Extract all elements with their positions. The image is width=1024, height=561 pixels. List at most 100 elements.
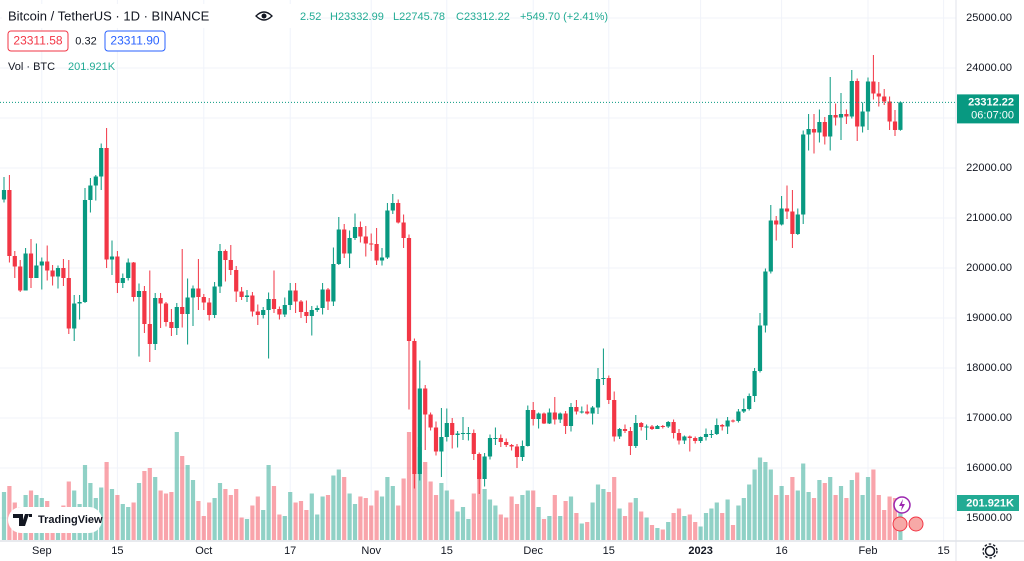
volume-bar [817, 480, 822, 540]
volume-bar [563, 501, 568, 540]
volume-bar [185, 465, 190, 540]
volume-bar [801, 463, 806, 540]
candle-body [514, 446, 520, 457]
candle-body [50, 270, 55, 277]
candle-body [682, 436, 687, 441]
volume-bar [212, 498, 217, 540]
candle-body [585, 411, 590, 414]
axes: 15000.00 16000.00 17000.00 18000.00 19000.00… [32, 12, 1019, 557]
candle-body [304, 312, 309, 316]
candle-body [763, 271, 768, 326]
volume-bar [298, 501, 304, 540]
ask-box[interactable] [104, 30, 166, 52]
volume-tag [957, 495, 1019, 511]
volume-bar [369, 505, 374, 540]
y-tick-label: 20000.00 [966, 262, 1012, 274]
candle-body [606, 378, 611, 400]
candle-body [271, 299, 277, 309]
volume-bar [315, 514, 320, 540]
candle-body [109, 256, 115, 260]
volume-bar [822, 483, 827, 540]
candle-body [34, 265, 39, 278]
candle-body [28, 253, 34, 278]
candle-body [531, 410, 536, 419]
candle-body [369, 243, 374, 245]
volume-bar [347, 493, 352, 540]
symbol-title[interactable]: Bitcoin / TetherUS · 1D · BINANCE [8, 8, 210, 23]
candle-body [196, 288, 201, 297]
candle-body [801, 134, 806, 215]
volume-bar [358, 496, 363, 540]
volume-tag-label: 201.921K [966, 497, 1014, 509]
volume-bar [709, 508, 714, 540]
candle-body [741, 409, 746, 412]
volume-bar [288, 492, 293, 540]
volume-bar [547, 516, 552, 540]
volume-bar [136, 483, 142, 540]
volume-bar [525, 490, 530, 540]
candle-body [288, 290, 293, 305]
x-tick-label: 17 [284, 545, 296, 557]
candle-body [784, 208, 790, 212]
volume-bar [180, 456, 185, 540]
candle-body [282, 305, 287, 315]
y-tick-label: 19000.00 [966, 312, 1012, 324]
volume-bar [385, 477, 390, 540]
volume-bar [876, 495, 881, 540]
candle-body [779, 208, 784, 225]
volume-bar [579, 523, 584, 540]
candle-body [93, 176, 98, 186]
candle-body [163, 303, 169, 322]
volume-bar [99, 487, 104, 540]
eye-icon[interactable] [255, 11, 273, 21]
volume-bar [82, 465, 88, 540]
event-icons[interactable] [892, 496, 924, 532]
candle-body [757, 325, 763, 371]
candle-body [671, 422, 676, 433]
y-tick-label: 15000.00 [966, 512, 1012, 524]
candle-body [844, 114, 849, 117]
volume-bar [336, 469, 341, 540]
title-box [2, 4, 300, 28]
volume-bar [568, 496, 574, 540]
candle-body [460, 433, 466, 434]
candle-body [131, 262, 136, 297]
settings-icon[interactable] [982, 543, 998, 559]
candle-body [811, 129, 817, 133]
candle-body [374, 244, 379, 261]
volume-bar [541, 519, 547, 540]
candle-body [471, 433, 476, 454]
candle-body [450, 423, 455, 435]
candle-body [277, 309, 282, 315]
volume-bar [223, 489, 228, 540]
logo[interactable]: TradingView [8, 507, 103, 533]
volume-bar [617, 508, 622, 540]
volume-bar [482, 489, 487, 540]
candle-body [77, 302, 82, 304]
volume-bar [666, 522, 671, 540]
candle-body [849, 81, 854, 117]
candle-body [244, 295, 250, 297]
volume-bar [763, 462, 768, 540]
volume-bar [325, 495, 331, 540]
candle-body [298, 301, 304, 312]
candle-body [423, 388, 428, 415]
volume-bar [660, 529, 665, 540]
x-tick-label: Dec [523, 545, 543, 557]
candle-body [352, 227, 358, 238]
y-tick-label: 22000.00 [966, 162, 1012, 174]
candle-body [147, 324, 152, 344]
volume-bar [736, 505, 741, 540]
volume-bar [509, 496, 514, 540]
candle-body [169, 322, 174, 328]
volume-bar [423, 462, 428, 540]
candle-body [806, 129, 811, 135]
candle-body [822, 122, 827, 137]
bid-box[interactable] [7, 30, 69, 52]
volume-bar [450, 499, 455, 540]
volume-bar [417, 447, 422, 540]
legend-value: L22745.78 [393, 11, 445, 23]
candle-body [698, 437, 703, 441]
